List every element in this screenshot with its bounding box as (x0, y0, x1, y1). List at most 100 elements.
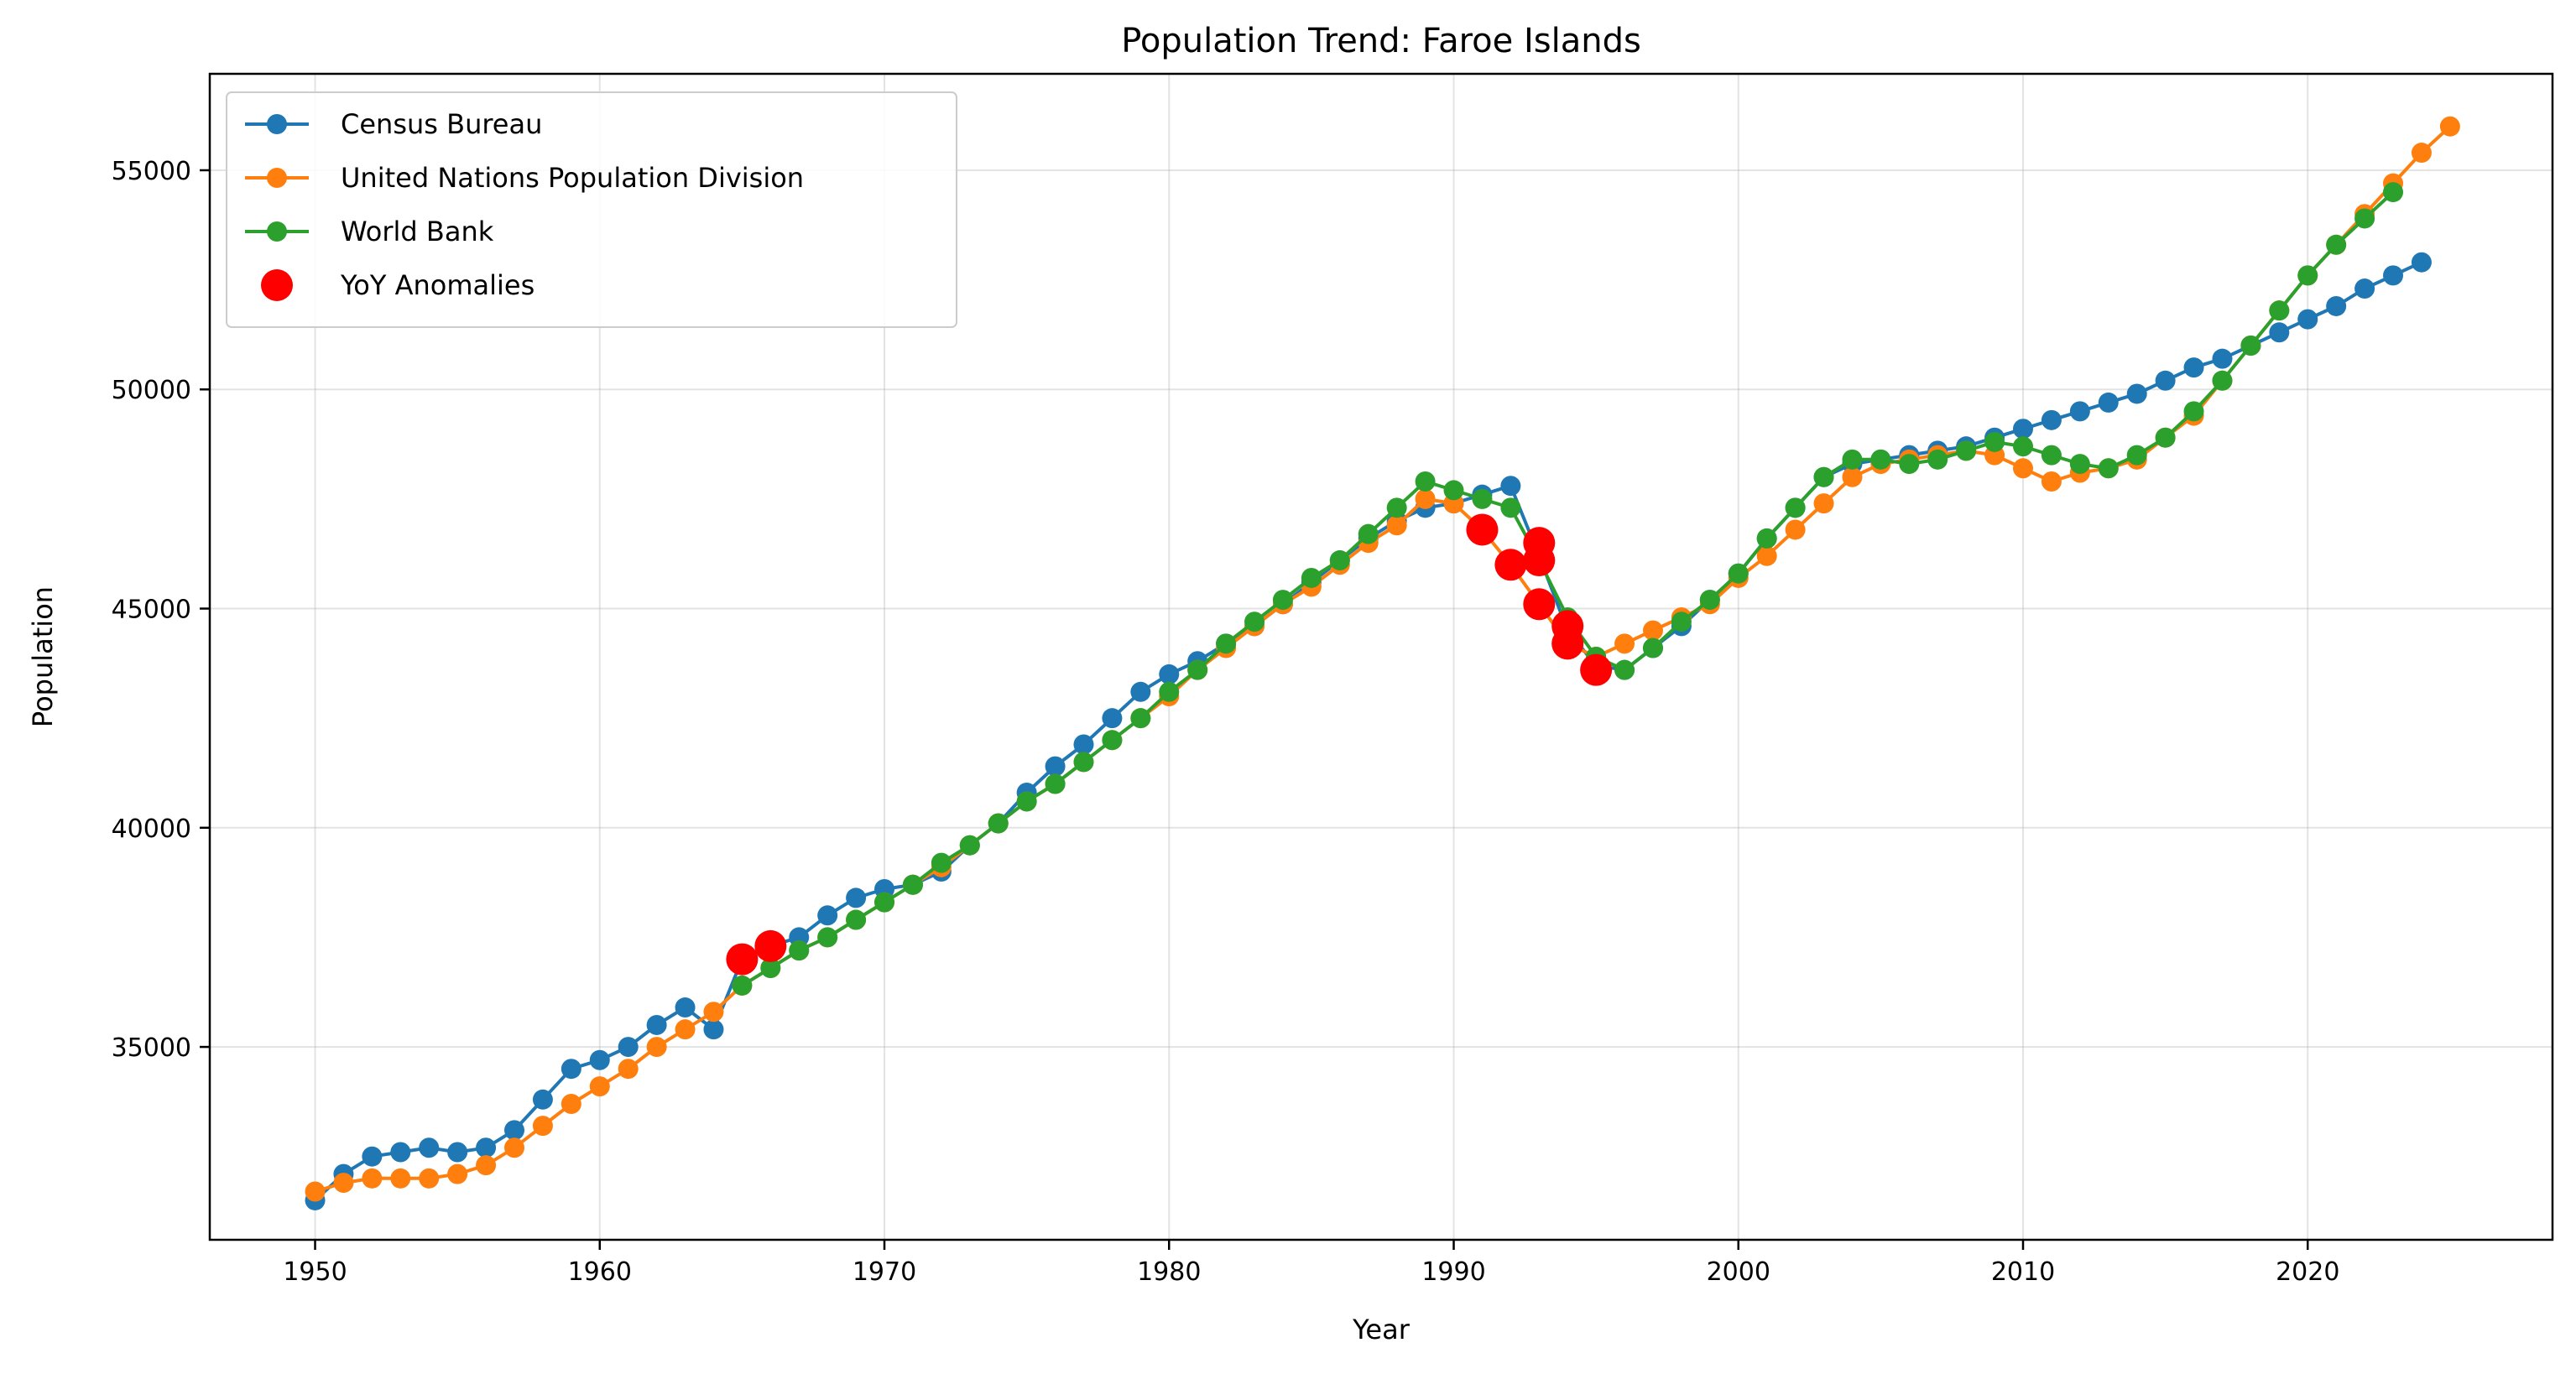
data-point (846, 887, 867, 908)
data-point (503, 1137, 524, 1158)
x-tick-label: 1990 (1421, 1257, 1485, 1287)
data-point (1842, 449, 1863, 470)
data-point (675, 997, 696, 1018)
series-line (314, 125, 2452, 1194)
data-point (476, 1155, 497, 1176)
series-layer (305, 116, 2460, 1210)
data-point (2041, 445, 2062, 466)
data-point (2041, 471, 2062, 492)
x-tick-label: 1970 (853, 1257, 916, 1287)
data-point (2326, 295, 2347, 316)
data-point (2383, 265, 2404, 286)
data-point (1329, 550, 1350, 571)
data-point (1301, 567, 1322, 588)
data-point (1472, 488, 1493, 509)
data-point (1785, 497, 1806, 518)
legend-marker (267, 114, 287, 134)
data-point (931, 852, 952, 873)
x-tick-label: 1980 (1137, 1257, 1201, 1287)
anomaly-point (754, 929, 787, 962)
data-point (2354, 208, 2375, 229)
data-point (419, 1168, 440, 1189)
data-point (846, 909, 867, 930)
data-point (1045, 756, 1066, 777)
data-point (2126, 383, 2147, 404)
data-point (646, 1037, 667, 1058)
data-point (1870, 449, 1891, 470)
data-point (874, 892, 895, 913)
x-tick-label: 2000 (1707, 1257, 1770, 1287)
data-point (1358, 523, 1379, 544)
y-tick-label: 35000 (112, 1033, 191, 1063)
data-point (390, 1168, 411, 1189)
x-tick-label: 2010 (1991, 1257, 2055, 1287)
data-point (2383, 182, 2404, 203)
data-point (732, 975, 753, 996)
legend-marker (267, 221, 287, 242)
data-point (959, 835, 980, 856)
y-axis-label: Population (27, 586, 59, 727)
legend-label: World Bank (341, 216, 494, 247)
data-point (1187, 659, 1208, 680)
x-tick-label: 2020 (2276, 1257, 2339, 1287)
data-point (789, 940, 810, 961)
data-point (2013, 419, 2034, 440)
data-point (1500, 476, 1521, 497)
data-point (2354, 278, 2375, 299)
data-point (2269, 300, 2290, 321)
data-point (1984, 431, 2005, 452)
data-point (1216, 633, 1237, 654)
data-point (2183, 357, 2204, 378)
anomaly-point (1551, 627, 1584, 660)
legend-marker (261, 269, 293, 301)
data-point (1443, 480, 1464, 501)
data-point (618, 1037, 639, 1058)
data-point (1073, 752, 1094, 773)
chart-title: Population Trend: Faroe Islands (1121, 22, 1641, 60)
plot-frame (208, 72, 2554, 1241)
data-point (589, 1049, 610, 1070)
data-point (2155, 427, 2176, 448)
data-point (1415, 488, 1436, 509)
data-point (390, 1142, 411, 1163)
data-point (561, 1059, 581, 1080)
anomaly-point (726, 943, 759, 976)
x-tick-label: 1950 (283, 1257, 347, 1287)
data-point (362, 1146, 383, 1167)
data-point (1102, 730, 1123, 751)
data-point (447, 1142, 468, 1163)
data-point (1642, 638, 1663, 658)
data-point (561, 1094, 581, 1115)
data-point (988, 813, 1009, 834)
data-point (2240, 335, 2261, 356)
legend-marker (267, 168, 287, 188)
data-point (1813, 466, 1834, 487)
data-point (2098, 458, 2119, 479)
data-point (305, 1181, 326, 1202)
data-point (2411, 143, 2432, 164)
data-point (1927, 449, 1948, 470)
data-point (1671, 612, 1692, 632)
data-point (1386, 497, 1407, 518)
data-point (2126, 445, 2147, 466)
data-point (2439, 116, 2460, 137)
data-point (532, 1089, 553, 1110)
axis-ticks: 1950 1960 1970 1980 1990 2000 2010 2020 35000 400… (112, 157, 2340, 1287)
data-point (1728, 563, 1749, 584)
data-point (2212, 348, 2233, 369)
data-point (2098, 392, 2119, 413)
data-point (817, 927, 838, 948)
data-point (1073, 734, 1094, 755)
y-tick-label: 50000 (112, 376, 191, 405)
x-tick-label: 1960 (568, 1257, 632, 1287)
data-point (2297, 265, 2318, 286)
data-point (419, 1137, 440, 1158)
data-point (703, 1019, 724, 1040)
data-point (1130, 708, 1151, 729)
data-point (817, 905, 838, 926)
data-point (2041, 409, 2062, 430)
data-point (362, 1168, 383, 1189)
data-point (703, 1002, 724, 1023)
series-3 (726, 513, 1613, 976)
